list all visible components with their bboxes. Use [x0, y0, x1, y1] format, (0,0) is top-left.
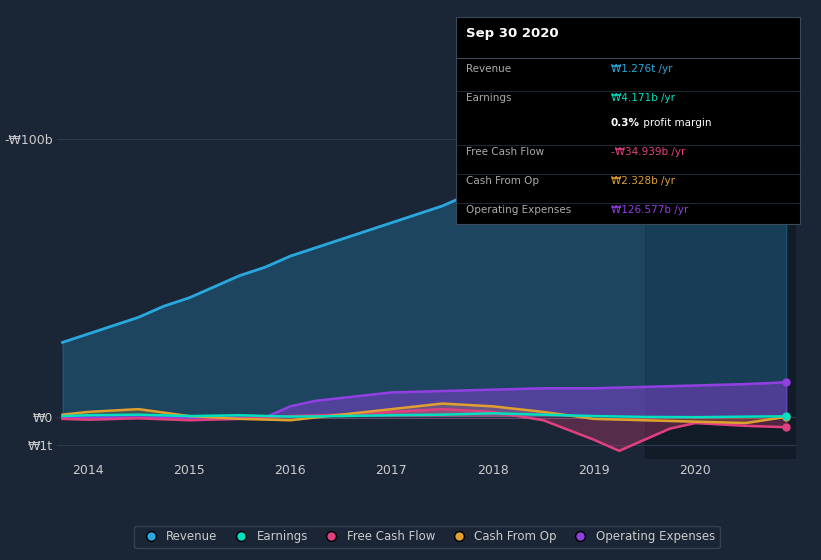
- Text: Operating Expenses: Operating Expenses: [466, 206, 571, 216]
- Text: Earnings: Earnings: [466, 94, 511, 104]
- Text: ₩1.276t /yr: ₩1.276t /yr: [611, 64, 672, 74]
- Text: ₩2.328b /yr: ₩2.328b /yr: [611, 176, 675, 186]
- Text: -₩34.939b /yr: -₩34.939b /yr: [611, 147, 686, 157]
- Text: ₩4.171b /yr: ₩4.171b /yr: [611, 94, 675, 104]
- Legend: Revenue, Earnings, Free Cash Flow, Cash From Op, Operating Expenses: Revenue, Earnings, Free Cash Flow, Cash …: [135, 526, 719, 548]
- Text: 0.3%: 0.3%: [611, 118, 640, 128]
- FancyBboxPatch shape: [456, 17, 800, 224]
- Text: Free Cash Flow: Free Cash Flow: [466, 147, 544, 157]
- Text: profit margin: profit margin: [640, 118, 712, 128]
- Text: Cash From Op: Cash From Op: [466, 176, 539, 186]
- Text: Revenue: Revenue: [466, 64, 511, 74]
- Text: Sep 30 2020: Sep 30 2020: [466, 27, 558, 40]
- Bar: [644, 28, 796, 459]
- Text: ₩126.577b /yr: ₩126.577b /yr: [611, 206, 688, 216]
